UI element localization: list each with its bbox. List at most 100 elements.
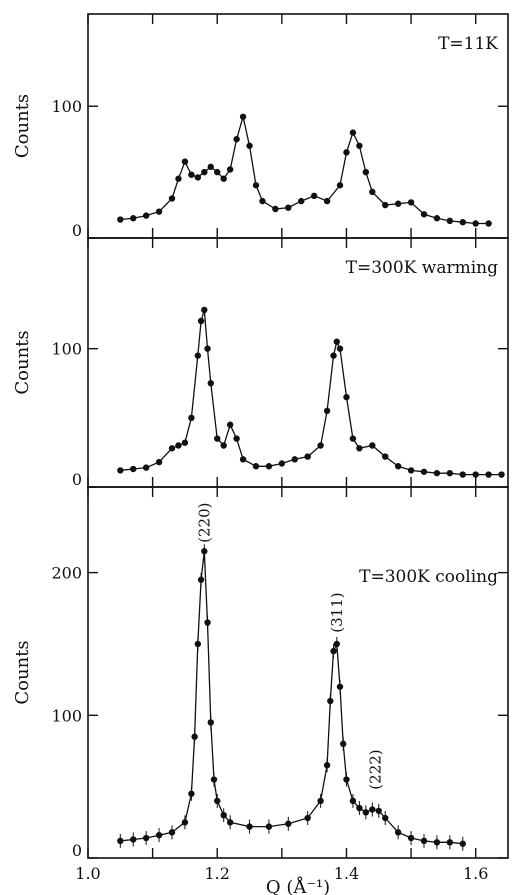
data-point	[142, 464, 150, 471]
data-point	[175, 175, 182, 182]
peak-annotation: (220)	[195, 503, 213, 543]
data-point	[336, 182, 344, 189]
data-point	[356, 142, 363, 149]
data-point	[446, 469, 454, 477]
x-tick-label: 1.2	[205, 864, 230, 883]
data-point	[214, 168, 221, 176]
x-tick-label: 1.0	[75, 864, 100, 883]
data-point	[252, 463, 260, 470]
data-point	[207, 163, 214, 171]
data-point	[155, 208, 163, 215]
data-point	[330, 352, 337, 359]
data-point	[298, 197, 305, 205]
data-point	[214, 435, 221, 442]
data-point	[433, 215, 441, 222]
data-point	[446, 217, 454, 225]
y-tick-label: 100	[51, 706, 82, 725]
panel-1: 0 100 Counts T=11K	[12, 13, 509, 240]
data-point	[333, 338, 340, 345]
data-point	[459, 218, 466, 226]
data-point	[194, 174, 202, 181]
data-point	[407, 199, 415, 206]
data-point	[197, 317, 205, 325]
y-tick-label: 100	[51, 340, 82, 359]
data-point	[285, 204, 292, 211]
data-point	[181, 158, 189, 165]
panel-label: T=300K cooling	[359, 567, 498, 587]
panel-2: 0 100 Counts T=300K warming	[12, 237, 509, 489]
data-point	[394, 463, 402, 470]
data-point	[420, 468, 428, 475]
data-point	[252, 182, 260, 189]
data-point	[472, 471, 479, 478]
data-point	[420, 211, 428, 218]
data-point	[349, 435, 357, 442]
data-point	[117, 216, 124, 223]
data-point	[382, 453, 389, 460]
data-point	[304, 453, 311, 460]
data-point	[168, 195, 176, 202]
data-point	[188, 171, 195, 178]
data-point	[233, 435, 240, 442]
data-point	[317, 442, 324, 449]
data-point	[323, 407, 331, 415]
data-point	[382, 201, 389, 209]
data-point	[265, 463, 273, 470]
data-point	[259, 197, 266, 205]
y-tick-label: 0	[72, 841, 82, 860]
data-point	[498, 471, 505, 478]
y-tick-label: 0	[72, 221, 82, 240]
data-point	[181, 439, 189, 446]
data-point	[343, 149, 350, 156]
data-point	[369, 188, 376, 196]
series-line	[120, 116, 489, 225]
data-point	[175, 442, 182, 449]
peak-annotation: (311)	[328, 592, 346, 632]
y-tick-label: 100	[51, 97, 82, 116]
data-point	[459, 471, 466, 478]
data-point	[362, 168, 370, 176]
data-point	[194, 352, 202, 359]
data-point	[239, 456, 247, 463]
data-point	[485, 471, 492, 478]
y-axis-label: Counts	[12, 330, 33, 394]
data-point	[220, 442, 227, 449]
data-point	[130, 465, 137, 473]
series-line	[120, 309, 502, 476]
data-point	[336, 345, 344, 352]
data-point	[155, 458, 163, 466]
data-point	[207, 380, 214, 387]
x-tick-label: 1.4	[334, 864, 359, 883]
peak-annotation: (222)	[367, 749, 385, 789]
y-axis-label: Counts	[12, 94, 33, 158]
panel-3: 0 100 200 Counts T=300K cooling (220) (311) (22…	[12, 486, 509, 860]
data-point	[142, 212, 150, 219]
data-point	[472, 220, 479, 227]
data-point	[117, 467, 124, 474]
data-point	[433, 469, 441, 477]
data-point	[278, 460, 286, 467]
data-point	[291, 456, 298, 463]
data-point	[226, 166, 234, 173]
panel-frame	[87, 486, 509, 859]
data-point	[343, 393, 350, 401]
y-axis-label: Counts	[12, 640, 33, 704]
data-point	[239, 113, 247, 120]
data-point	[272, 205, 279, 213]
panel-label: T=11K	[438, 34, 498, 54]
y-tick-label: 200	[51, 564, 82, 583]
data-point	[201, 306, 208, 314]
data-point	[485, 220, 492, 227]
x-axis-label: Q (Å⁻¹)	[266, 876, 330, 895]
data-point	[188, 414, 195, 422]
y-tick-label: 0	[72, 470, 82, 489]
data-point	[394, 200, 402, 207]
x-tick-label: 1.6	[463, 864, 488, 883]
data-point	[407, 467, 415, 474]
panel-label: T=300K warming	[346, 258, 498, 278]
series-line	[120, 551, 463, 845]
data-point	[201, 168, 208, 176]
data-point	[233, 135, 240, 143]
data-point	[226, 421, 234, 428]
